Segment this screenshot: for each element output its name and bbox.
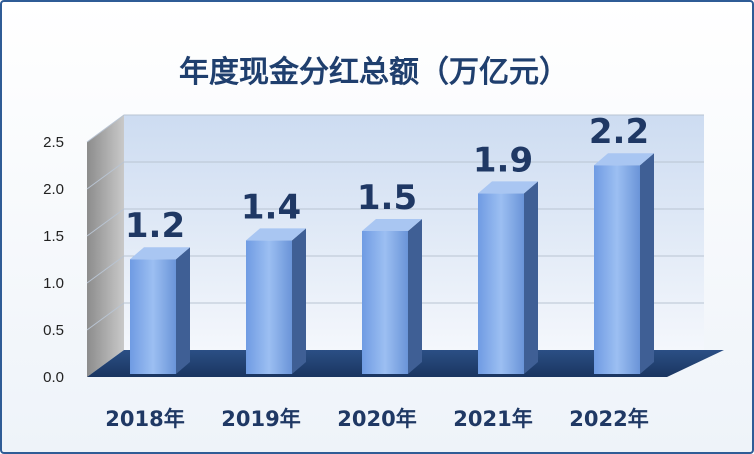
chart-side-wall bbox=[87, 115, 124, 377]
bar-top bbox=[130, 247, 190, 260]
bar bbox=[362, 219, 422, 374]
bar-top bbox=[478, 181, 538, 194]
bar bbox=[130, 247, 190, 374]
bar-side bbox=[640, 153, 654, 374]
x-tick-label: 2019年 bbox=[221, 407, 300, 431]
y-tick-label: 1.0 bbox=[43, 275, 64, 292]
x-axis-tick-labels: 2018年 2019年 2020年 2021年 2022年 bbox=[105, 407, 648, 431]
bar bbox=[478, 181, 538, 374]
bar bbox=[246, 228, 306, 374]
y-tick-label: 2.5 bbox=[43, 134, 64, 151]
y-tick-label: 0.5 bbox=[43, 322, 64, 339]
data-label: 1.2 bbox=[125, 206, 185, 246]
y-tick-label: 2.0 bbox=[43, 181, 64, 198]
y-tick-label: 0.0 bbox=[43, 369, 64, 386]
x-tick-label: 2022年 bbox=[569, 407, 648, 431]
y-axis-tick-labels: 0.0 0.5 1.0 1.5 2.0 2.5 bbox=[43, 134, 64, 386]
bar-side bbox=[176, 247, 190, 374]
data-label: 1.9 bbox=[473, 140, 533, 180]
x-tick-label: 2018年 bbox=[105, 407, 184, 431]
data-label: 2.2 bbox=[589, 112, 649, 152]
bar-side bbox=[408, 219, 422, 374]
bar-top bbox=[362, 219, 422, 231]
bar-front bbox=[478, 193, 524, 374]
bar-side bbox=[292, 228, 306, 374]
chart-title: 年度现金分红总额（万亿元） bbox=[179, 55, 569, 90]
bar-front bbox=[246, 240, 292, 374]
data-label: 1.5 bbox=[357, 178, 417, 218]
gridline bbox=[86, 114, 704, 143]
x-tick-label: 2020年 bbox=[337, 407, 416, 431]
bar-front bbox=[594, 165, 640, 374]
bar-side bbox=[524, 181, 538, 374]
gridline bbox=[86, 161, 704, 190]
bar bbox=[594, 153, 654, 374]
y-tick-label: 1.5 bbox=[43, 228, 64, 245]
bar-top bbox=[246, 228, 306, 241]
bar-series bbox=[130, 153, 654, 374]
data-label: 1.4 bbox=[241, 187, 301, 227]
bar-top bbox=[594, 153, 654, 166]
bar-front bbox=[362, 231, 408, 374]
bar-front bbox=[130, 259, 176, 374]
data-labels: 1.2 1.4 1.5 1.9 2.2 bbox=[125, 112, 649, 246]
x-tick-label: 2021年 bbox=[453, 407, 532, 431]
